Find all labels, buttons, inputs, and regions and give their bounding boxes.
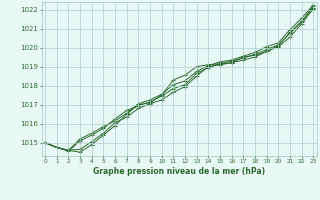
X-axis label: Graphe pression niveau de la mer (hPa): Graphe pression niveau de la mer (hPa)	[93, 167, 265, 176]
